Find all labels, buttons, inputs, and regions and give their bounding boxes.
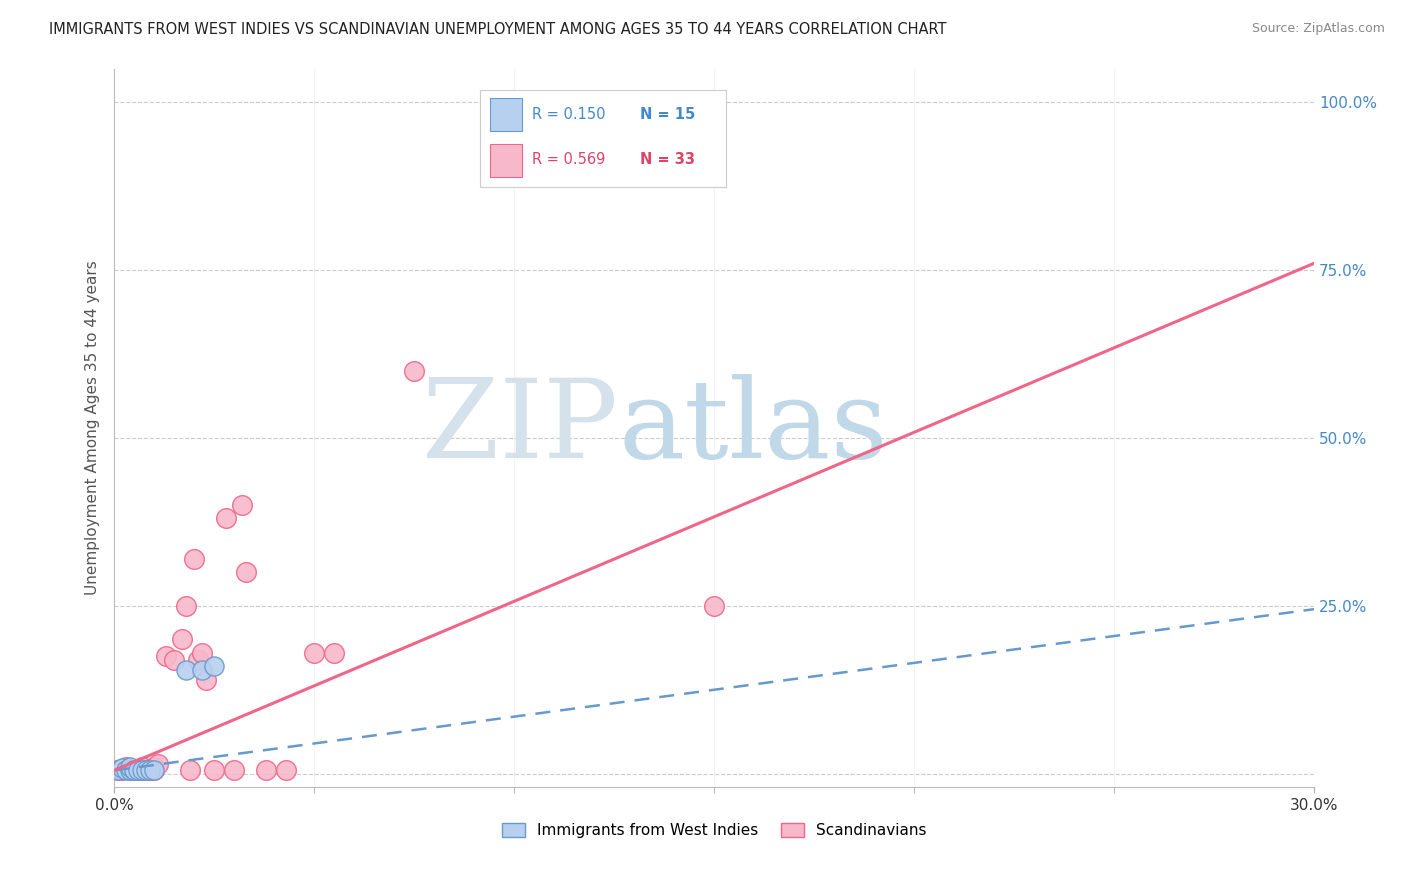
Point [148,756,170,771]
Point [163,652,186,666]
Text: ZIP: ZIP [422,375,619,482]
Point [143,760,166,774]
Point [231,498,253,512]
Point [111,761,134,775]
Point [172,632,194,647]
Point [174,599,197,613]
Point [131,764,153,778]
Point [122,764,145,778]
Point [135,764,157,778]
Point [187,652,209,666]
Point [127,764,149,778]
Point [120,760,142,774]
Point [131,764,153,778]
Point [202,764,225,778]
Point [135,764,157,778]
Text: Source: ZipAtlas.com: Source: ZipAtlas.com [1251,22,1385,36]
Point [254,764,277,778]
Point [107,764,129,778]
Point [115,760,138,774]
Point [174,663,197,677]
Point [111,764,134,778]
Point [120,764,142,778]
Point [302,646,325,660]
Point [115,764,138,778]
Point [131,760,153,774]
Point [122,764,145,778]
Point [276,764,298,778]
Y-axis label: Unemployment Among Ages 35 to 44 years: Unemployment Among Ages 35 to 44 years [86,260,100,595]
Point [143,764,166,778]
Point [107,764,129,778]
Point [404,364,426,378]
Point [202,659,225,673]
Point [195,673,218,687]
Point [143,764,166,778]
Text: atlas: atlas [619,375,887,482]
Point [179,764,201,778]
Point [127,764,149,778]
Point [139,764,162,778]
Point [703,599,725,613]
Point [191,663,214,677]
Point [120,764,142,778]
Point [215,511,238,525]
Point [139,764,162,778]
Point [235,566,257,580]
Point [323,646,346,660]
Point [122,764,145,778]
Legend: Immigrants from West Indies, Scandinavians: Immigrants from West Indies, Scandinavia… [495,817,932,844]
Point [191,646,214,660]
Point [183,551,205,566]
Point [224,764,246,778]
Text: IMMIGRANTS FROM WEST INDIES VS SCANDINAVIAN UNEMPLOYMENT AMONG AGES 35 TO 44 YEA: IMMIGRANTS FROM WEST INDIES VS SCANDINAV… [49,22,946,37]
Point [155,649,177,664]
